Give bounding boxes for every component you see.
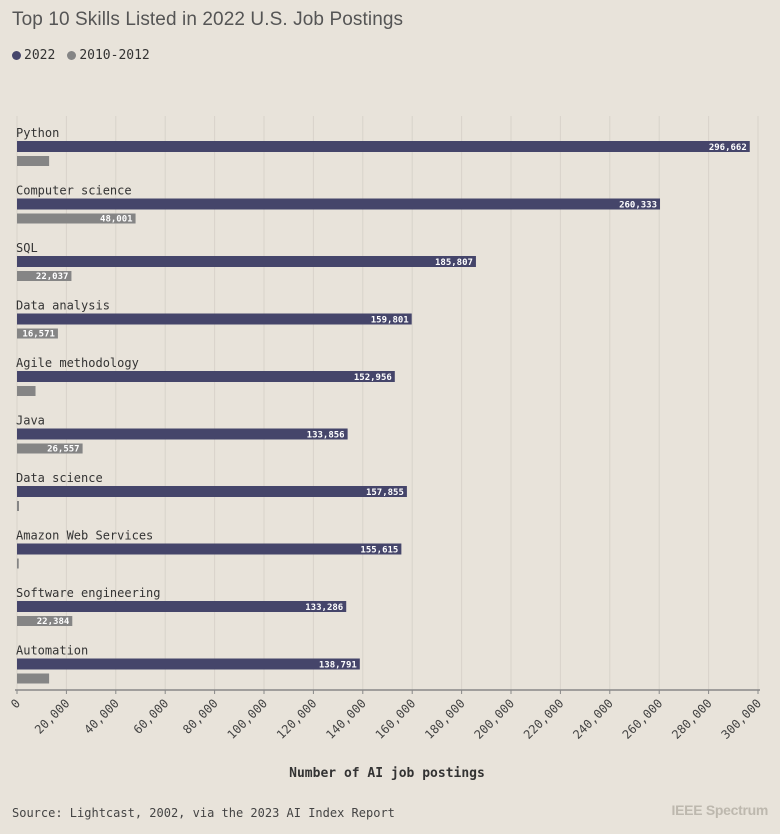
bar-2022 [17, 428, 348, 440]
bar-2010-2012 [17, 673, 50, 684]
bar-2022 [17, 198, 661, 210]
data-label: 138,791 [319, 660, 357, 670]
x-tick-label: 140,000 [323, 696, 369, 742]
bar-2010-2012 [17, 558, 19, 569]
legend-swatch-2010-2012 [67, 51, 77, 60]
bar-2010-2012 [17, 213, 136, 224]
category-label: Java [16, 414, 45, 428]
data-label: 48,001 [100, 214, 133, 224]
x-tick-label: 120,000 [274, 696, 320, 742]
data-label: 152,956 [354, 373, 392, 383]
data-label: 133,856 [307, 430, 345, 440]
data-label: 16,571 [22, 329, 55, 339]
source-note: Source: Lightcast, 2002, via the 2023 AI… [12, 806, 395, 820]
data-label: 155,615 [360, 545, 398, 555]
legend-item-2022: 2022 [12, 48, 55, 63]
bar-chart: Python 296,662 Computer science 260,333 48,0… [8, 116, 764, 781]
data-label: 185,807 [435, 258, 473, 268]
category-label: SQL [16, 241, 38, 255]
x-tick-label: 60,000 [131, 696, 172, 737]
data-label: 26,557 [47, 444, 80, 454]
bar-2022 [17, 371, 395, 382]
bar-2022 [17, 256, 476, 267]
x-tick-label: 20,000 [32, 696, 73, 737]
bar-2022 [17, 543, 402, 555]
data-label: 157,855 [366, 488, 404, 498]
bar-2010-2012 [17, 616, 73, 626]
brand-logo: IEEE Spectrum [671, 802, 769, 818]
data-label: 22,037 [36, 272, 69, 282]
x-tick-label: 180,000 [422, 696, 468, 742]
data-label: 133,286 [305, 603, 343, 613]
bar-2022 [17, 601, 347, 612]
x-tick-label: 260,000 [620, 696, 666, 742]
bar-2022 [17, 313, 412, 325]
bar-2010-2012 [17, 386, 36, 396]
data-label: 260,333 [619, 200, 657, 210]
data-label: 296,662 [709, 143, 747, 153]
x-tick-label: 80,000 [180, 696, 221, 737]
legend-label-2022: 2022 [24, 48, 56, 63]
category-label: Agile methodology [16, 356, 139, 370]
x-tick-label: 160,000 [373, 696, 419, 742]
x-tick-label: 100,000 [224, 696, 270, 742]
legend-label-2010-2012: 2010-2012 [79, 48, 150, 63]
legend-swatch-2022 [12, 51, 21, 60]
category-label: Software engineering [16, 586, 161, 600]
bar-2010-2012 [17, 271, 72, 281]
x-tick-label: 300,000 [718, 696, 764, 742]
x-tick-label: 220,000 [521, 696, 567, 742]
bar-2010-2012 [17, 443, 83, 454]
data-label: 22,384 [37, 617, 70, 627]
category-label: Automation [16, 644, 88, 658]
data-label: 159,801 [371, 315, 409, 325]
bar-2010-2012 [17, 328, 58, 339]
category-label: Computer science [16, 184, 132, 198]
x-tick-label: 40,000 [81, 696, 122, 737]
legend-item-2010-2012: 2010-2012 [67, 48, 150, 63]
x-tick-label: 240,000 [570, 696, 616, 742]
bar-2010-2012 [17, 501, 19, 511]
bar-2022 [17, 486, 407, 497]
bar-2022 [17, 141, 750, 152]
x-axis-title: Number of AI job postings [289, 766, 485, 781]
x-tick-label: 280,000 [669, 696, 715, 742]
bar-2010-2012 [17, 156, 50, 166]
category-label: Data analysis [16, 299, 110, 313]
chart-title: Top 10 Skills Listed in 2022 U.S. Job Po… [12, 9, 404, 30]
legend: 2022 2010-2012 [12, 48, 150, 63]
x-tick-label: 0 [8, 696, 23, 711]
category-label: Python [16, 126, 59, 140]
category-label: Data science [16, 471, 103, 485]
bar-2022 [17, 658, 360, 670]
x-tick-label: 200,000 [471, 696, 517, 742]
category-label: Amazon Web Services [16, 529, 153, 543]
